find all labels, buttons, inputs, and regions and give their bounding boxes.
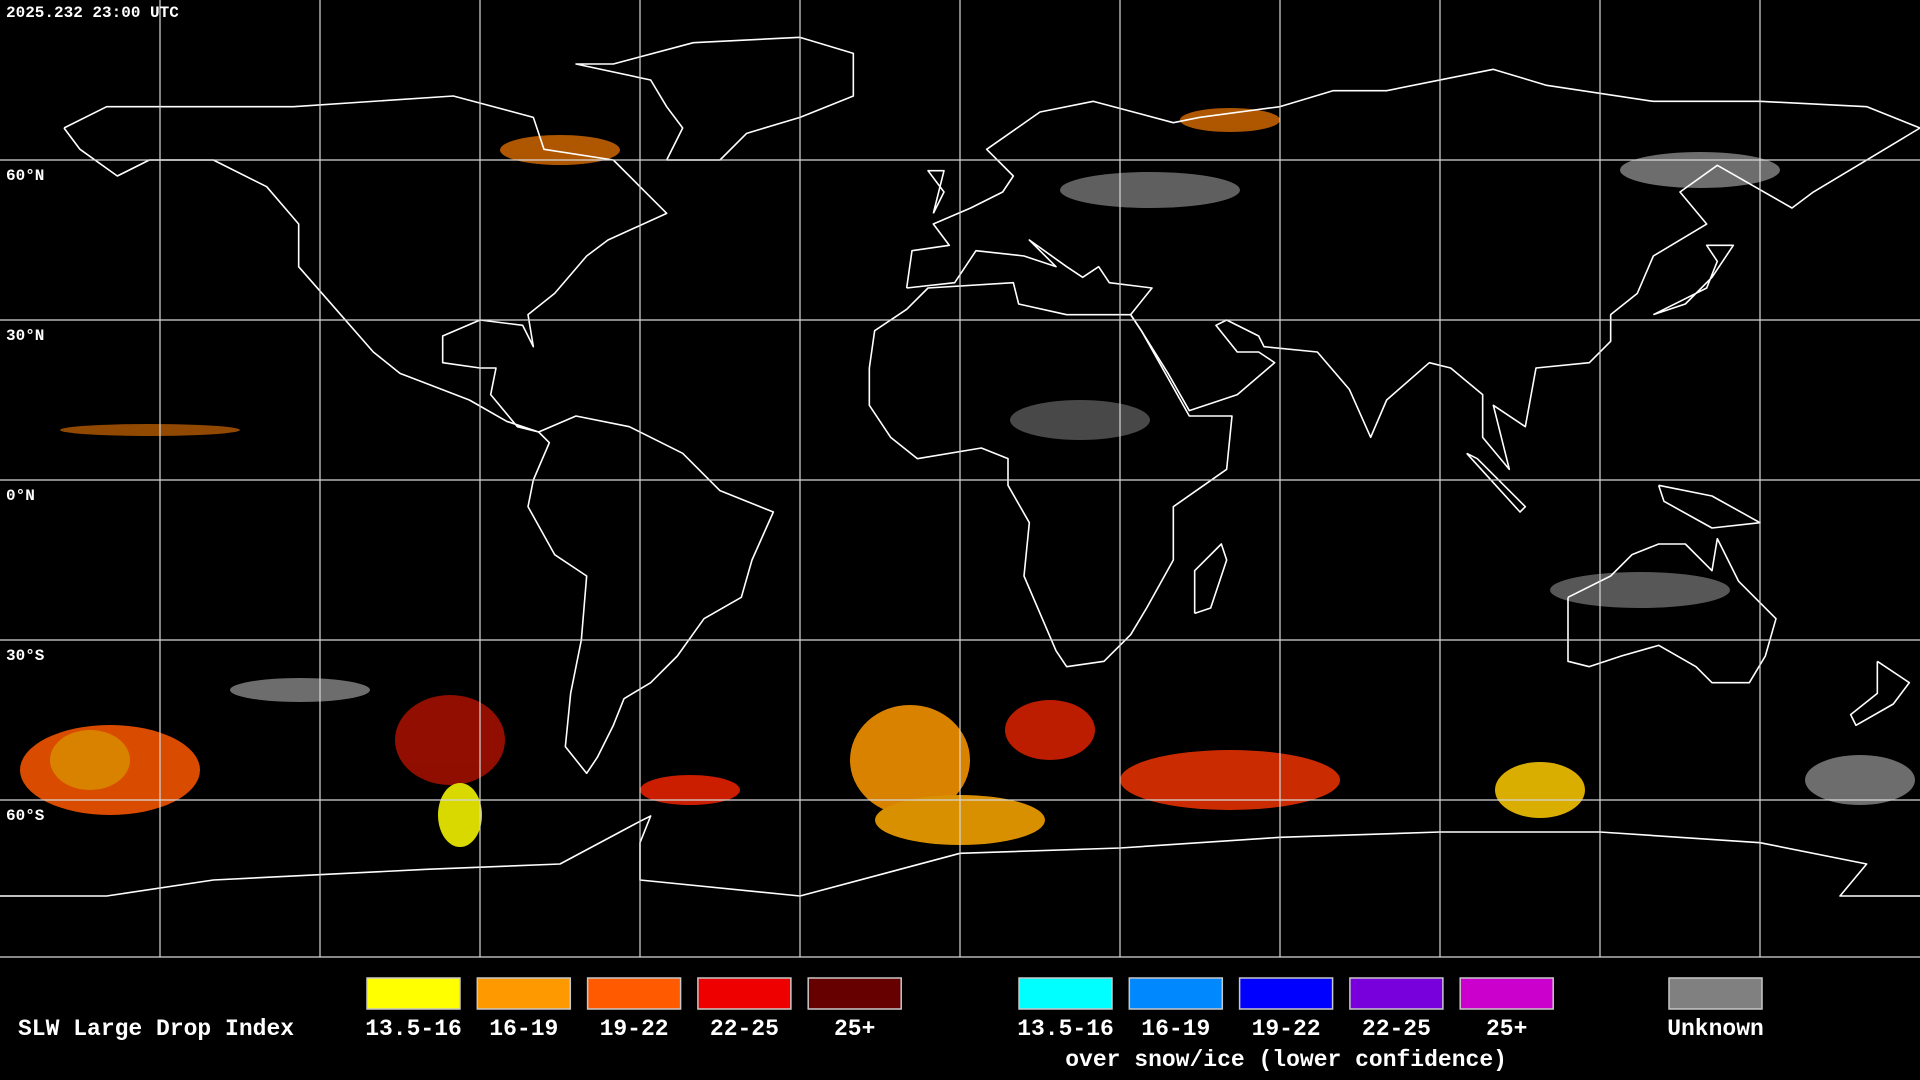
cloud-patch [438,783,482,847]
cloud-patch [640,775,740,805]
legend-swatch [1238,977,1334,1010]
legend-label: Unknown [1667,1016,1764,1042]
legend-swatch [807,977,902,1010]
legend-swatch [1459,977,1554,1010]
latitude-label: 0°N [6,487,35,505]
legend-swatch [1349,977,1444,1010]
latitude-label: 30°N [6,327,44,345]
cloud-patch [1005,700,1095,760]
cloud-patch [1495,762,1585,818]
coastline [907,69,1920,469]
legend-label: 22-25 [1362,1016,1431,1042]
legend-label: 22-25 [710,1016,779,1042]
legend-swatch [1018,977,1113,1010]
legend-label: 19-22 [1252,1016,1321,1042]
legend-label: 16-19 [489,1016,558,1042]
cloud-patch [1180,108,1280,132]
cloud-patch [1550,572,1730,608]
latitude-label: 60°N [6,167,44,185]
coastline [576,37,853,160]
legend: 13.5-16 16-19 19-22 22-25 25+ 13.5-16 16-19 19-… [365,977,1764,1073]
cloud-patch [1620,152,1780,188]
cloud-patch [1010,400,1150,440]
cloud-patch [850,705,970,815]
cloud-patch [1060,172,1240,208]
legend-swatch [586,977,682,1010]
map: 60°N 30°N 0°N 30°S 60°S 2025.232 23:00 UTC [0,0,1920,957]
legend-swatch [1668,977,1763,1010]
coastline [1568,539,1776,683]
latitude-label: 30°S [6,647,45,665]
legend-label: 13.5-16 [365,1016,462,1042]
cloud-patch [1120,750,1340,810]
coastline [1851,661,1910,725]
legend-label: 13.5-16 [1017,1016,1114,1042]
coastline [1195,544,1227,613]
legend-label: 25+ [834,1016,875,1042]
coastline [1659,485,1760,528]
coastline [528,416,773,773]
coastline [1467,453,1526,512]
legend-caption: over snow/ice (lower confidence) [1065,1047,1507,1073]
legend-panel [0,957,1920,1080]
legend-swatch [476,977,572,1010]
cloud-patch [395,695,505,785]
graticule: 60°N 30°N 0°N 30°S 60°S [0,0,1920,957]
latitude-label: 60°S [6,807,45,825]
legend-swatch [366,977,461,1010]
coastline [64,96,667,432]
legend-label: 19-22 [600,1016,669,1042]
coastline [1653,245,1733,314]
cloud-patch [1805,755,1915,805]
cloud-patch [60,424,240,436]
cloud-patch [50,730,130,790]
cloud-patch [500,135,620,165]
legend-label: 16-19 [1141,1016,1210,1042]
legend-swatch [1128,977,1224,1010]
cloud-patch [230,678,370,702]
legend-swatch [697,977,792,1010]
legend-label: 25+ [1486,1016,1527,1042]
coastline [928,171,944,214]
legend-title: SLW Large Drop Index [18,1016,294,1042]
coastline [869,283,1232,667]
timestamp: 2025.232 23:00 UTC [6,4,179,22]
